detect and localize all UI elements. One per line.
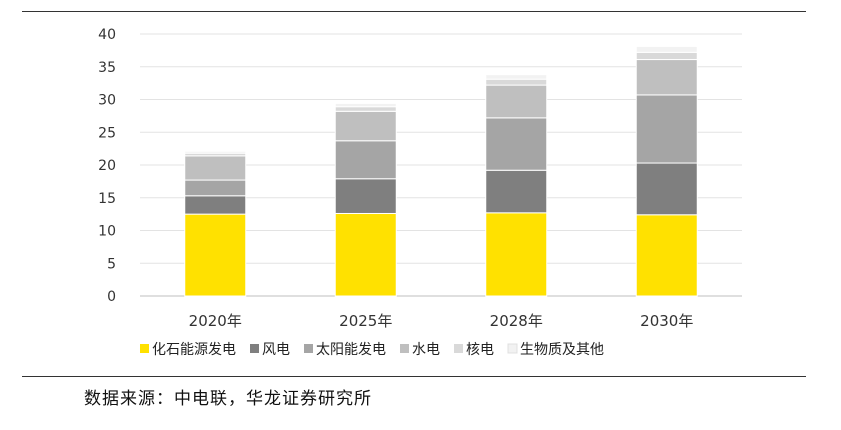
- bar-segment: [485, 117, 548, 171]
- y-axis-ticks: 0 5 10 15 20 25 30 35 40: [98, 27, 116, 305]
- bar-segment: [184, 213, 247, 297]
- y-tick-label: 20: [98, 158, 116, 174]
- legend-swatch: [140, 344, 149, 353]
- bar-segment: [184, 150, 247, 154]
- legend-label: 化石能源发电: [152, 342, 236, 358]
- x-axis-labels: 2020年 2025年 2028年 2030年: [189, 312, 694, 330]
- legend-label: 生物质及其他: [520, 342, 604, 358]
- legend-label: 核电: [466, 342, 494, 358]
- y-tick-label: 15: [98, 191, 116, 207]
- y-tick-label: 25: [98, 125, 116, 141]
- legend-swatch: [304, 344, 313, 353]
- y-tick-label: 35: [98, 60, 116, 76]
- bar-segment: [334, 106, 397, 112]
- legend-swatch: [250, 344, 259, 353]
- bar-segment: [635, 214, 698, 297]
- bar-segment: [485, 74, 548, 80]
- legend-label: 太阳能发电: [316, 342, 386, 358]
- bar-segment: [635, 94, 698, 164]
- bar-segment: [485, 78, 548, 86]
- bar-segment: [635, 162, 698, 216]
- y-tick-label: 40: [98, 27, 116, 43]
- bar-segment: [334, 140, 397, 180]
- bar-segment: [635, 59, 698, 96]
- y-tick-label: 5: [107, 256, 116, 272]
- y-tick-label: 10: [98, 224, 116, 240]
- bar-segment: [334, 178, 397, 214]
- x-tick-label: 2020年: [189, 312, 242, 330]
- top-rule: [22, 11, 806, 12]
- legend-label: 水电: [412, 342, 440, 358]
- bar-segment: [485, 212, 548, 297]
- legend-label: 风电: [262, 342, 290, 358]
- x-tick-label: 2028年: [490, 312, 543, 330]
- legend-swatch: [454, 344, 463, 353]
- bar-segment: [635, 45, 698, 53]
- bar-segment: [635, 51, 698, 61]
- legend: 化石能源发电 风电 太阳能发电 水电 核电 生物质及其他: [140, 342, 604, 358]
- x-tick-label: 2025年: [339, 312, 392, 330]
- y-tick-label: 30: [98, 93, 116, 109]
- stacked-bar-chart: 0 5 10 15 20 25 30 35 40 2020年 2025年 2028年 2030年 化石…: [98, 27, 742, 358]
- bar-segment: [485, 169, 548, 214]
- bar-segment: [485, 84, 548, 119]
- legend-swatch: [507, 343, 518, 354]
- bars: [184, 45, 698, 297]
- x-tick-label: 2030年: [640, 312, 693, 330]
- bar-segment: [334, 110, 397, 142]
- y-tick-label: 0: [107, 289, 116, 305]
- bar-segment: [184, 195, 247, 215]
- bottom-rule: [22, 376, 806, 377]
- bar-segment: [184, 179, 247, 197]
- bar-segment: [184, 155, 247, 181]
- legend-swatch: [400, 344, 409, 353]
- bar-segment: [334, 212, 397, 297]
- source-note: 数据来源：中电联，华龙证券研究所: [84, 389, 372, 409]
- bar-segment: [334, 102, 397, 108]
